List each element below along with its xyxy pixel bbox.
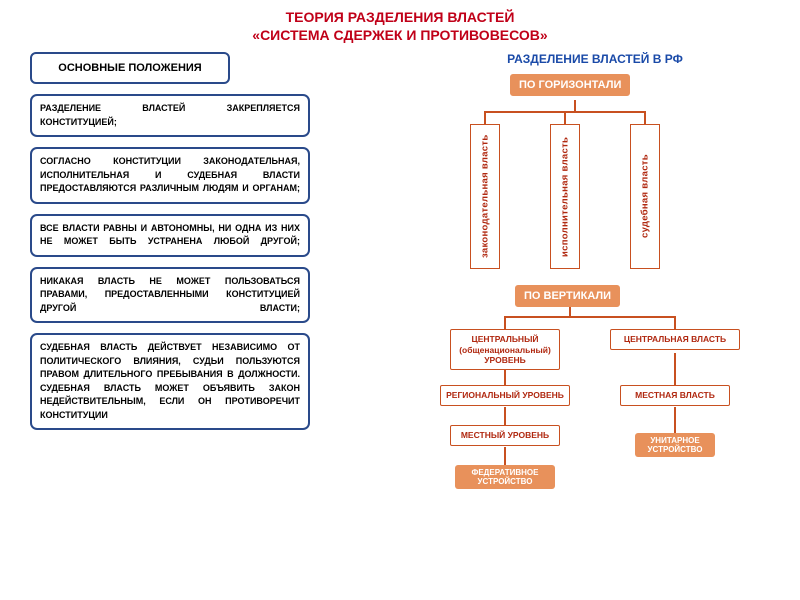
level-central-l1: ЦЕНТРАЛЬНЫЙ bbox=[471, 334, 538, 344]
position-box: СУДЕБНАЯ ВЛАСТЬ ДЕЙСТВУЕТ НЕЗАВИСИМО ОТ … bbox=[30, 333, 310, 430]
position-box: НИКАКАЯ ВЛАСТЬ НЕ МОЖЕТ ПОЛЬЗОВАТЬСЯ ПРА… bbox=[30, 267, 310, 324]
position-box: СОГЛАСНО КОНСТИТУЦИИ ЗАКОНОДАТЕЛЬНАЯ, ИС… bbox=[30, 147, 310, 204]
horizontal-branches: законодательная власть исполнительная вл… bbox=[410, 114, 750, 274]
title-line1: ТЕОРИЯ РАЗДЕЛЕНИЯ ВЛАСТЕЙ bbox=[0, 8, 800, 26]
position-box: ВСЕ ВЛАСТИ РАВНЫ И АВТОНОМНЫ, НИ ОДНА ИЗ… bbox=[30, 214, 310, 257]
unitary-label: УНИТАРНОЕ УСТРОЙСТВО bbox=[635, 433, 715, 457]
left-column: ОСНОВНЫЕ ПОЛОЖЕНИЯ РАЗДЕЛЕНИЕ ВЛАСТЕЙ ЗА… bbox=[0, 48, 400, 598]
horizontal-tree: ПО ГОРИЗОНТАЛИ законодательная власть ис… bbox=[410, 74, 780, 279]
vertical-tree: ПО ВЕРТИКАЛИ ЦЕНТРАЛЬНЫЙ (общенациональн… bbox=[410, 285, 780, 545]
title-line2: «СИСТЕМА СДЕРЖЕК И ПРОТИВОВЕСОВ» bbox=[0, 26, 800, 44]
level-regional: РЕГИОНАЛЬНЫЙ УРОВЕНЬ bbox=[440, 385, 570, 405]
vertical-root: ПО ВЕРТИКАЛИ bbox=[515, 285, 620, 307]
branch-executive: исполнительная власть bbox=[550, 124, 580, 269]
branch-judicial: судебная власть bbox=[630, 124, 660, 269]
vertical-connectors bbox=[410, 285, 790, 545]
level-central-l3: УРОВЕНЬ bbox=[484, 355, 526, 365]
columns: ОСНОВНЫЕ ПОЛОЖЕНИЯ РАЗДЕЛЕНИЕ ВЛАСТЕЙ ЗА… bbox=[0, 48, 800, 598]
branch-legislative: законодательная власть bbox=[470, 124, 500, 269]
level-local: МЕСТНЫЙ УРОВЕНЬ bbox=[450, 425, 560, 445]
power-central: ЦЕНТРАЛЬНАЯ ВЛАСТЬ bbox=[610, 329, 740, 349]
position-box: РАЗДЕЛЕНИЕ ВЛАСТЕЙ ЗАКРЕПЛЯЕТСЯ КОНСТИТУ… bbox=[30, 94, 310, 137]
level-central: ЦЕНТРАЛЬНЫЙ (общенациональный) УРОВЕНЬ bbox=[450, 329, 560, 370]
level-central-l2: (общенациональный) bbox=[459, 345, 551, 355]
power-local: МЕСТНАЯ ВЛАСТЬ bbox=[620, 385, 730, 405]
page-title-block: ТЕОРИЯ РАЗДЕЛЕНИЯ ВЛАСТЕЙ «СИСТЕМА СДЕРЖ… bbox=[0, 0, 800, 48]
positions-header: ОСНОВНЫЕ ПОЛОЖЕНИЯ bbox=[30, 52, 230, 84]
right-column: РАЗДЕЛЕНИЕ ВЛАСТЕЙ В РФ ПО ГОРИЗОНТАЛИ з… bbox=[400, 48, 800, 598]
horizontal-root: ПО ГОРИЗОНТАЛИ bbox=[510, 74, 630, 96]
right-title: РАЗДЕЛЕНИЕ ВЛАСТЕЙ В РФ bbox=[410, 52, 780, 66]
federation-label: ФЕДЕРАТИВНОЕ УСТРОЙСТВО bbox=[455, 465, 555, 489]
